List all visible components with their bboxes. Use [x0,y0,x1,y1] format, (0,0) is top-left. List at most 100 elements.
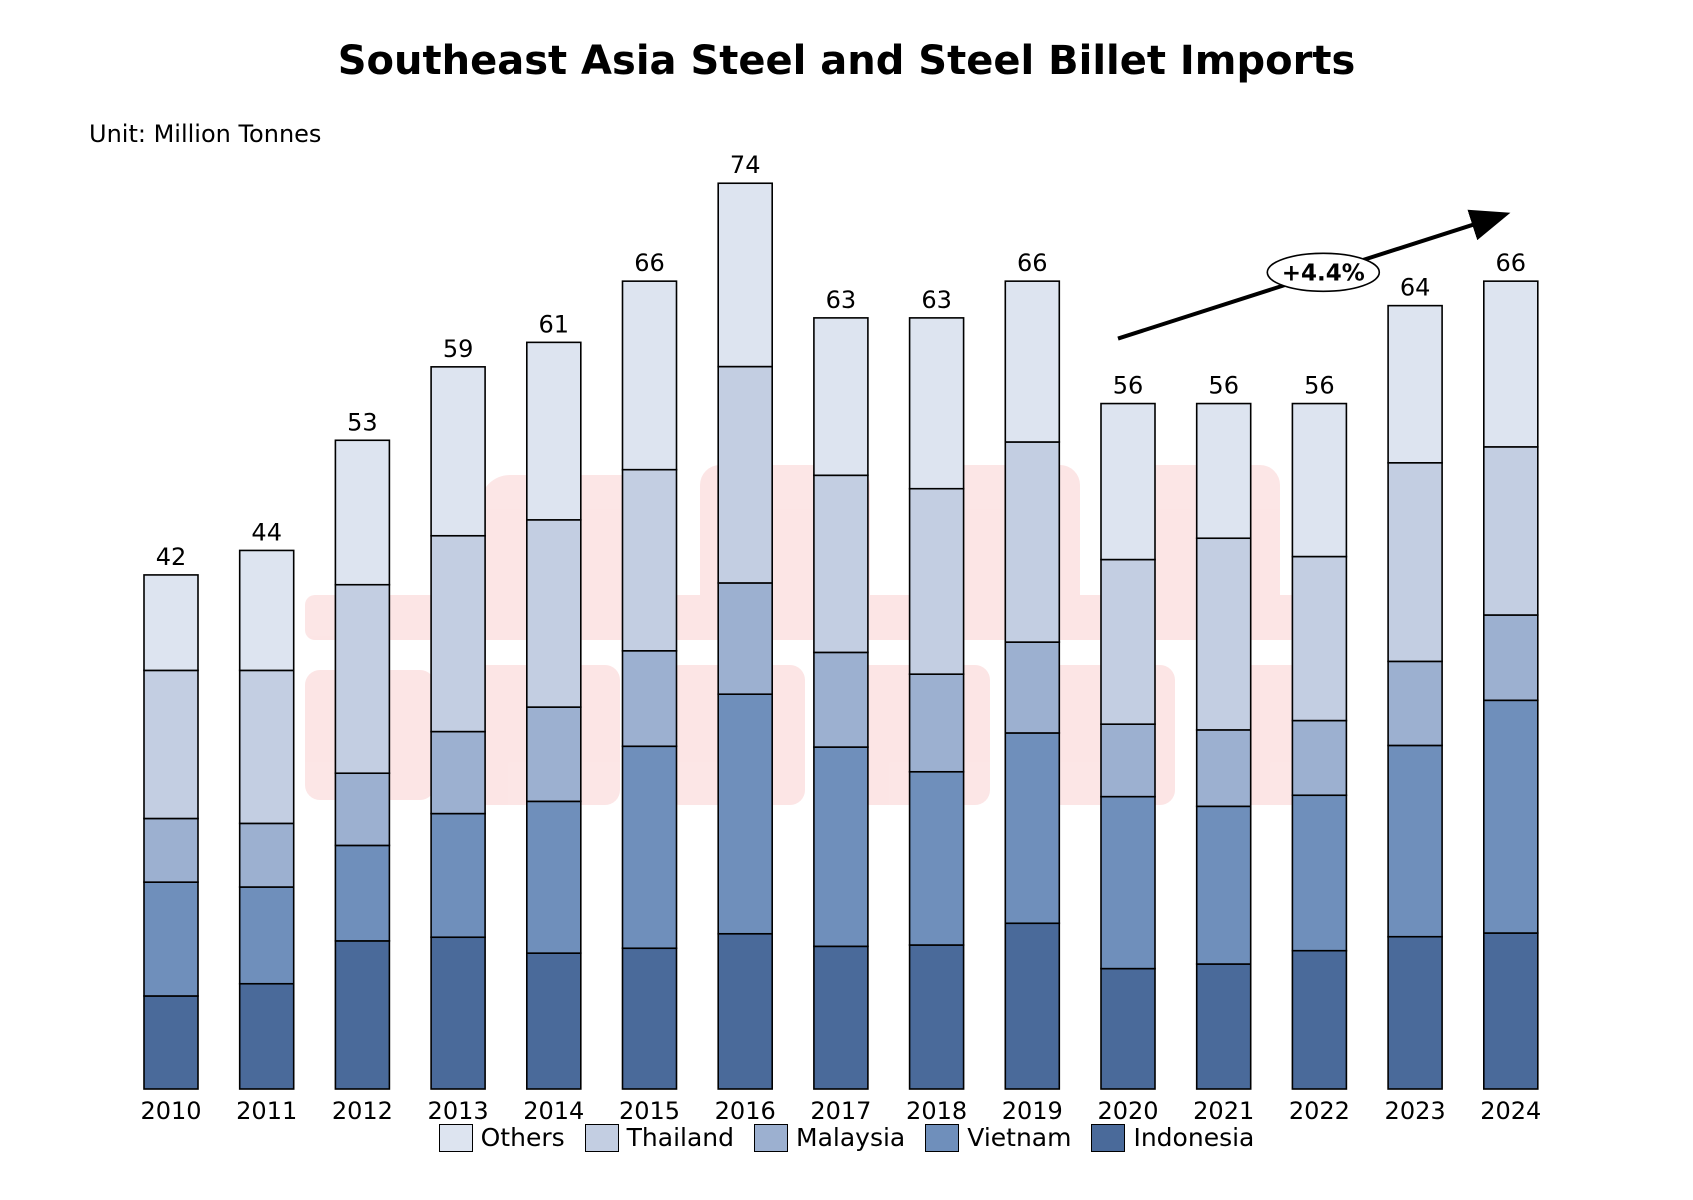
bar-segment-malaysia-2022 [1291,719,1348,797]
bar-segment-vietnam-2014 [525,800,582,954]
total-label-2023: 64 [1400,274,1431,302]
bar-segment-thailand-2021 [1195,537,1252,731]
bar-segment-vietnam-2023 [1387,744,1443,938]
x-tick-label-2016: 2016 [715,1097,776,1120]
bar-segment-malaysia-2020 [1100,723,1156,798]
bar-segment-thailand-2016 [717,365,774,584]
bar-segment-others-2017 [813,317,869,477]
x-tick-label-2024: 2024 [1480,1097,1541,1120]
legend-label-thailand: Thailand [626,1123,735,1152]
bar-segment-others-2019 [1004,280,1061,443]
annotation-bubble [1266,252,1381,293]
bar-segment-others-2012 [334,439,391,586]
total-label-2012: 53 [347,408,378,436]
bar-segment-indonesia-2013 [430,936,486,1090]
bar-segment-indonesia-2010 [143,995,199,1090]
bar-segment-indonesia-2014 [525,952,582,1090]
bar-segment-malaysia-2019 [1004,641,1061,734]
bar-segment-thailand-2019 [1004,441,1061,643]
bar-segment-others-2015 [621,280,678,471]
unit-label: Unit: Million Tonnes [89,120,322,148]
total-label-2010: 42 [156,543,187,571]
bar-segment-indonesia-2017 [813,945,869,1090]
bar-segment-vietnam-2020 [1100,795,1156,970]
total-label-2022: 56 [1304,372,1335,400]
bar-segment-thailand-2023 [1387,461,1443,663]
x-tick-label-2019: 2019 [1002,1097,1063,1120]
bar-segment-indonesia-2012 [334,940,391,1090]
bar-segment-malaysia-2021 [1195,729,1252,808]
bar-segment-others-2020 [1100,402,1156,561]
legend-item-others: Others [438,1123,565,1152]
total-label-2011: 44 [251,518,282,546]
bar-segment-malaysia-2013 [430,730,486,815]
total-label-2015: 66 [634,249,665,277]
bar-segment-malaysia-2024 [1483,614,1539,702]
bar-segment-thailand-2020 [1100,558,1156,725]
bar-segment-malaysia-2017 [813,651,869,748]
legend-label-others: Others [480,1123,565,1152]
bar-segment-malaysia-2012 [334,772,391,847]
bar-segment-others-2014 [525,341,582,521]
x-tick-label-2014: 2014 [523,1097,584,1120]
labels-layer: 42 2010 44 2011 53 2012 59 2013 61 2014 66 2015 74 20… [140,151,1541,1120]
legend-swatch-others [438,1123,473,1152]
bar-segment-malaysia-2016 [717,582,774,695]
bar-segment-vietnam-2012 [334,844,391,942]
total-label-2013: 59 [443,335,474,363]
total-label-2024: 66 [1496,249,1527,277]
bar-segment-others-2016 [717,182,774,368]
x-tick-label-2020: 2020 [1097,1097,1158,1120]
bar-segment-indonesia-2018 [908,944,965,1090]
chart-title: Southeast Asia Steel and Steel Billet Im… [337,38,1356,84]
x-tick-label-2021: 2021 [1193,1097,1254,1120]
bar-segment-others-2018 [908,317,965,490]
x-tick-label-2011: 2011 [236,1097,297,1120]
bar-segment-thailand-2010 [143,669,199,820]
x-tick-label-2017: 2017 [810,1097,871,1120]
x-tick-label-2022: 2022 [1289,1097,1350,1120]
bar-segment-thailand-2011 [238,669,295,825]
bar-segment-thailand-2024 [1483,446,1539,616]
bar-segment-thailand-2012 [334,583,391,775]
bar-segment-vietnam-2015 [621,745,678,950]
bar-segment-malaysia-2010 [143,817,199,883]
bar-segment-vietnam-2022 [1291,794,1348,952]
bar-segment-indonesia-2021 [1195,963,1252,1090]
total-label-2014: 61 [539,310,570,338]
bar-segment-indonesia-2020 [1100,967,1156,1090]
annotation-label: +4.4% [1282,260,1365,286]
total-label-2017: 63 [826,286,857,314]
total-label-2019: 66 [1017,249,1048,277]
legend-label-malaysia: Malaysia [796,1123,906,1152]
bar-segment-thailand-2014 [525,519,582,708]
bar-segment-indonesia-2019 [1004,922,1061,1090]
x-tick-label-2023: 2023 [1385,1097,1446,1120]
bar-segment-vietnam-2016 [717,693,774,935]
legend: Others Thailand Malaysia Vietnam Indonesia [0,1123,1693,1152]
bar-segment-indonesia-2023 [1387,935,1443,1090]
legend-item-malaysia: Malaysia [754,1123,905,1152]
legend-label-vietnam: Vietnam [967,1123,1072,1152]
legend-item-thailand: Thailand [584,1123,735,1152]
bar-segment-others-2021 [1195,402,1252,540]
legend-item-indonesia: Indonesia [1091,1123,1254,1152]
bar-segment-thailand-2013 [430,534,486,733]
bar-segment-vietnam-2017 [813,746,869,948]
stacked-bar-chart: 42 2010 44 2011 53 2012 59 2013 61 2014 66 2015 74 20… [140,151,1541,1120]
bar-segment-vietnam-2024 [1483,699,1539,934]
bar-segment-others-2024 [1483,280,1539,448]
x-tick-label-2013: 2013 [428,1097,489,1120]
bar-segment-malaysia-2011 [238,822,295,888]
bar-segment-indonesia-2011 [238,982,295,1090]
legend-label-indonesia: Indonesia [1133,1123,1255,1152]
bar-segment-others-2022 [1291,402,1348,558]
bar-segment-malaysia-2015 [621,650,678,748]
x-tick-label-2010: 2010 [140,1097,201,1120]
bar-segment-others-2010 [143,574,199,672]
bars-layer [143,182,1539,1090]
x-tick-label-2018: 2018 [906,1097,967,1120]
bar-segment-vietnam-2011 [238,886,295,985]
bar-segment-vietnam-2013 [430,812,486,939]
bar-segment-others-2011 [238,549,295,672]
